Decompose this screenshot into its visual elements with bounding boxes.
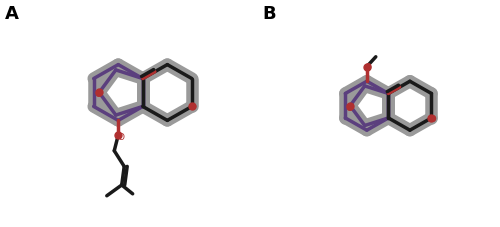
Text: O: O	[94, 90, 102, 99]
Text: O: O	[117, 132, 124, 141]
Text: O: O	[189, 103, 196, 112]
Text: O: O	[364, 63, 372, 72]
Text: A: A	[6, 5, 19, 22]
Text: B: B	[262, 5, 276, 22]
Text: O: O	[428, 114, 436, 123]
Text: O: O	[346, 103, 353, 112]
